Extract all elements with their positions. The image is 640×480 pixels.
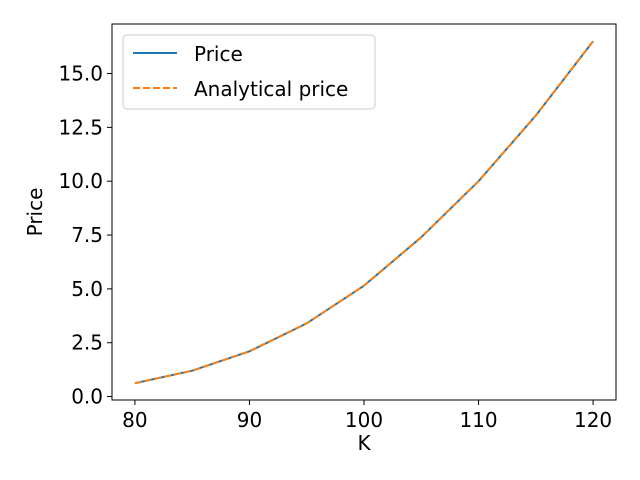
x-tick-label: 90 <box>237 408 262 432</box>
y-tick-label: 10.0 <box>58 169 103 193</box>
y-tick-label: 5.0 <box>71 277 103 301</box>
y-axis-ticks: 0.0 2.5 5.0 7.5 10.0 12.5 15.0 <box>58 62 112 409</box>
series-layer <box>134 40 594 385</box>
series-line-analytical-price <box>134 40 594 385</box>
x-tick-label: 100 <box>345 408 383 432</box>
x-tick-label: 110 <box>459 408 497 432</box>
legend: Price Analytical price <box>122 34 376 110</box>
x-tick-label: 120 <box>574 408 612 432</box>
y-tick-label: 12.5 <box>58 115 103 139</box>
x-axis-label: K <box>357 431 371 455</box>
y-axis-label: Price <box>23 188 47 237</box>
legend-label-price: Price <box>194 42 243 66</box>
y-tick-label: 7.5 <box>71 223 103 247</box>
x-axis-ticks: 80 90 100 110 120 <box>122 400 612 432</box>
legend-box <box>122 34 376 110</box>
x-tick-label: 80 <box>122 408 147 432</box>
y-tick-label: 15.0 <box>58 62 103 86</box>
y-tick-label: 0.0 <box>71 385 103 409</box>
y-tick-label: 2.5 <box>71 331 103 355</box>
legend-label-analytical-price: Analytical price <box>194 77 348 101</box>
